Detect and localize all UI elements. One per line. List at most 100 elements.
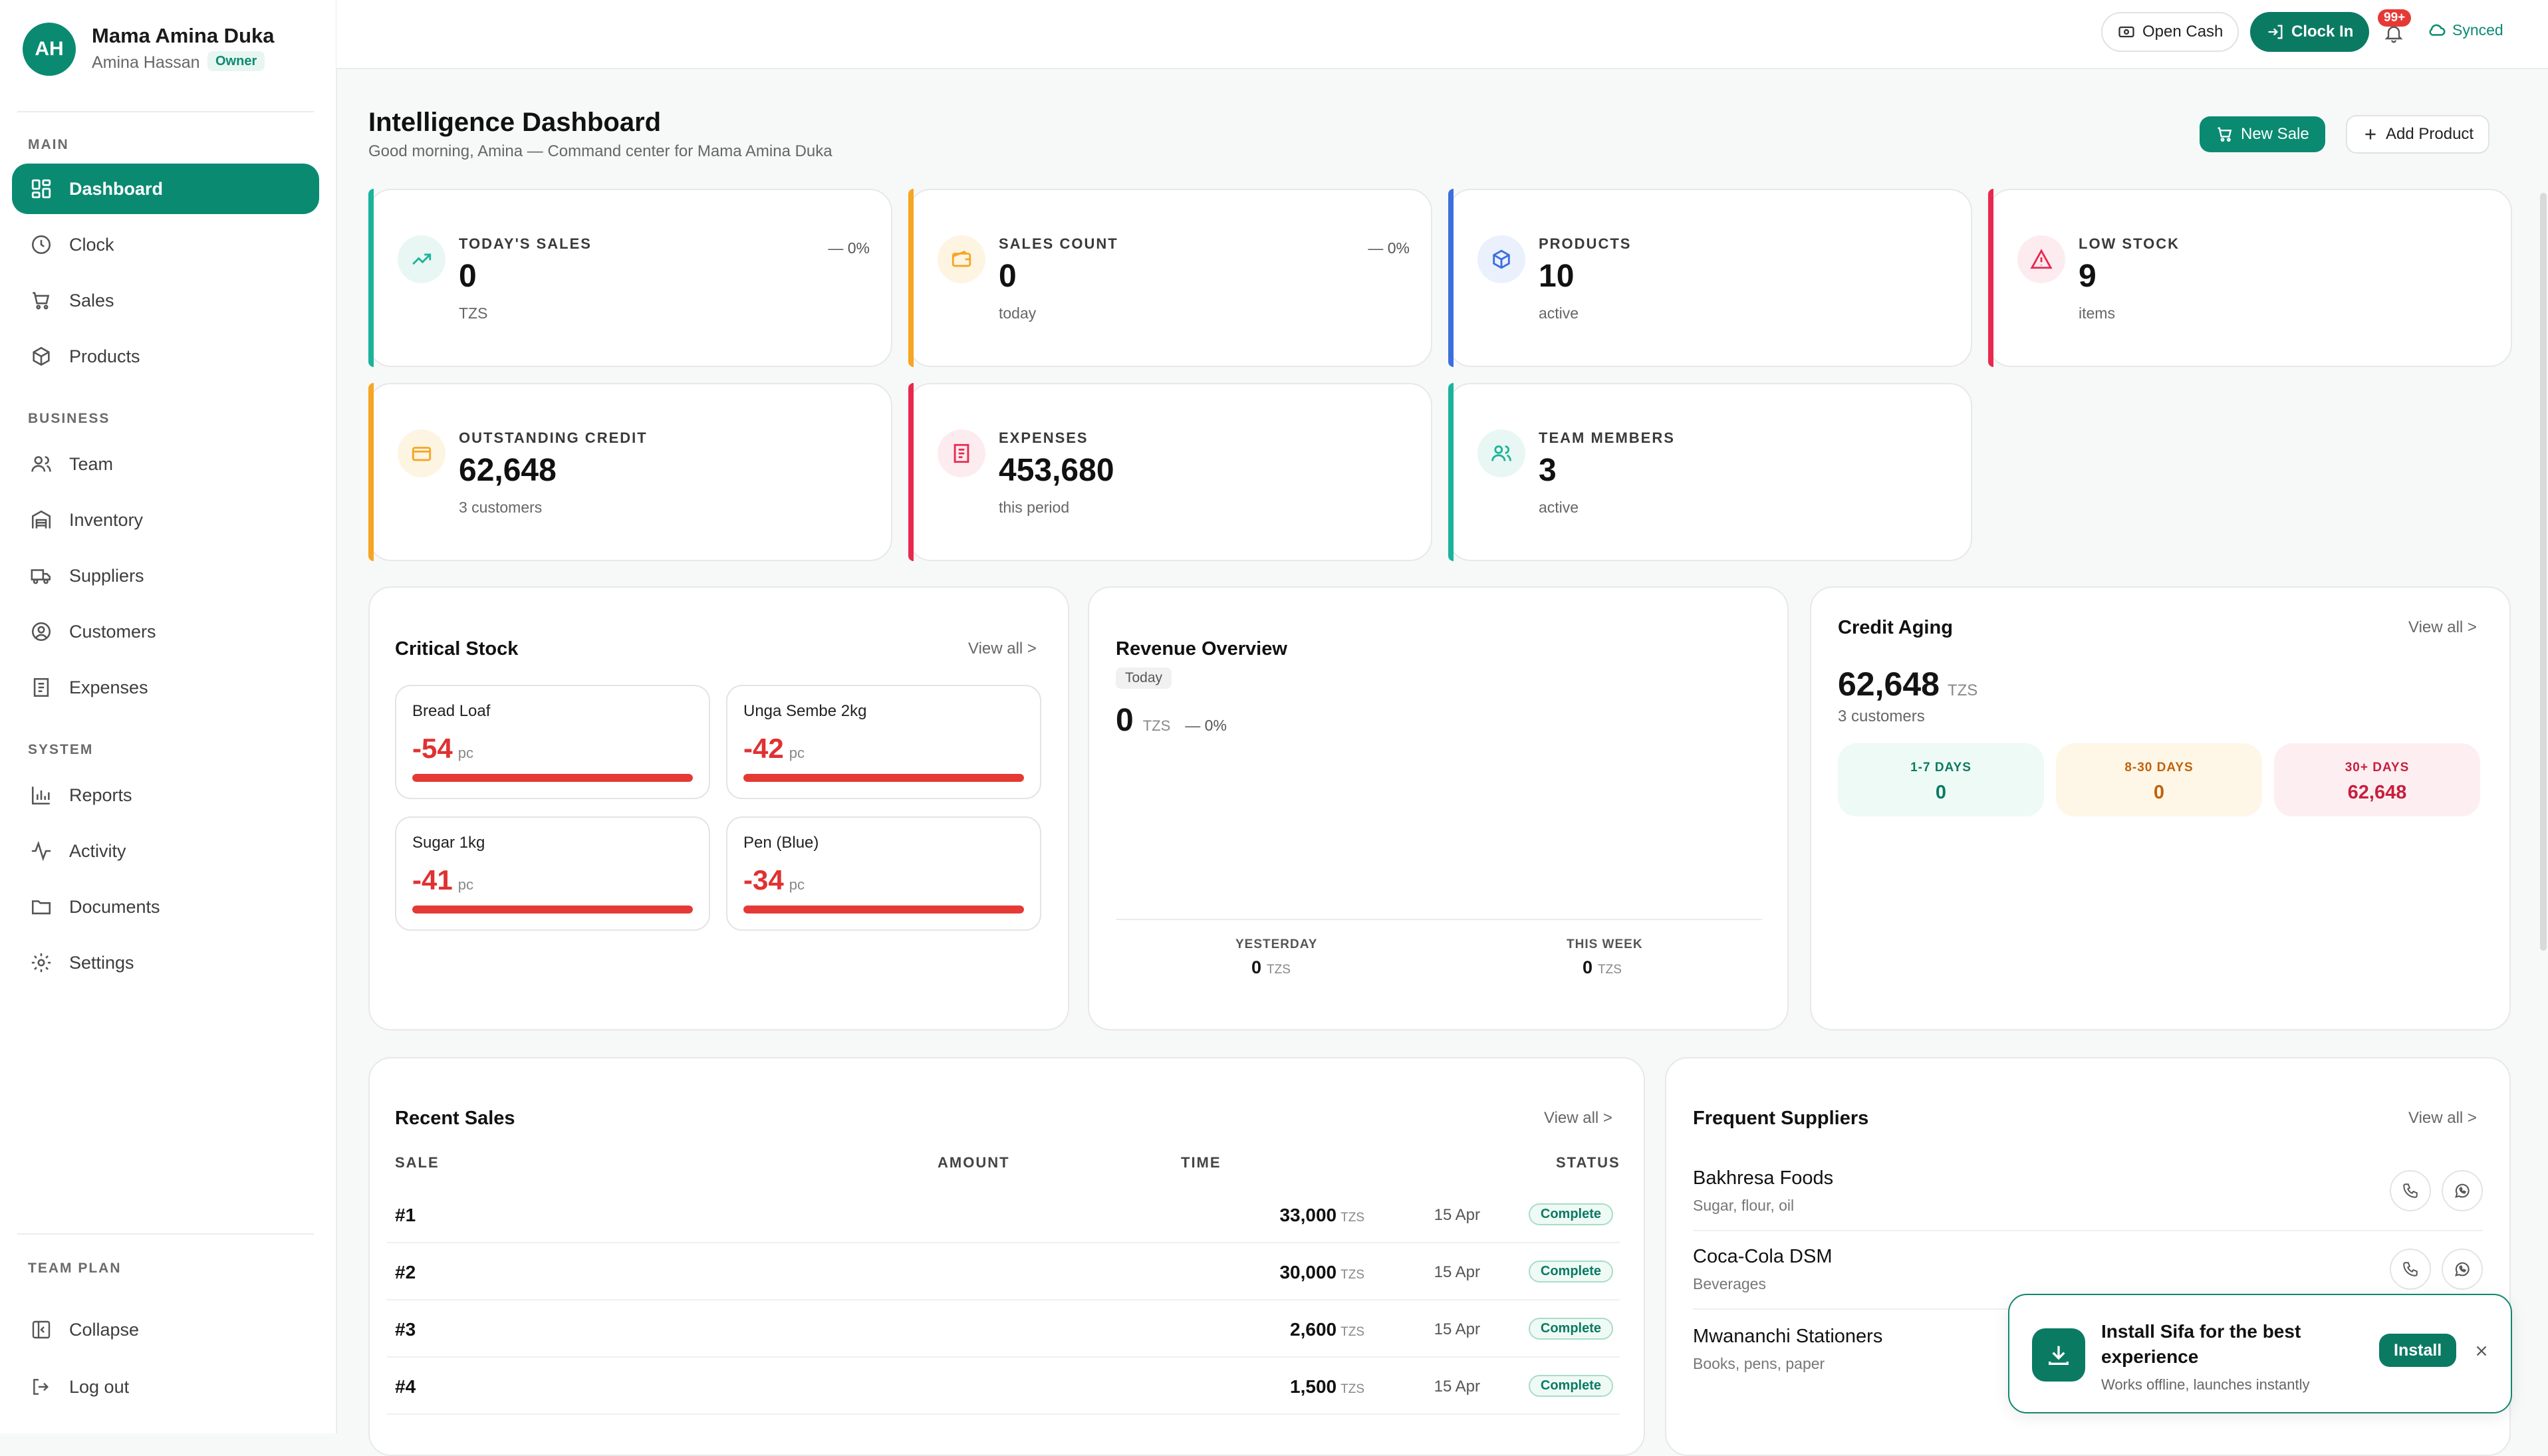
stat-card[interactable]: SALES COUNT 0 today — 0% bbox=[908, 189, 1432, 367]
add-product-label: Add Product bbox=[2386, 125, 2474, 143]
folder-icon bbox=[28, 894, 55, 920]
sync-label: Synced bbox=[2452, 21, 2503, 39]
plus-icon bbox=[2362, 126, 2379, 143]
cart-icon bbox=[28, 287, 55, 314]
sale-time: 15 Apr bbox=[1434, 1378, 1480, 1395]
trend-up-icon bbox=[398, 235, 446, 283]
new-sale-button[interactable]: New Sale bbox=[2200, 116, 2325, 152]
aging-value: 62,648 bbox=[2347, 782, 2407, 803]
stat-label: SALES COUNT bbox=[999, 235, 1118, 252]
recent-sales-title: Recent Sales bbox=[395, 1108, 515, 1129]
page-subtitle: Good morning, Amina — Command center for… bbox=[368, 142, 832, 160]
sidebar-item-customers[interactable]: Customers bbox=[12, 606, 319, 657]
sidebar-item-label: Customers bbox=[69, 621, 156, 642]
sidebar-item-label: Team bbox=[69, 453, 114, 474]
sidebar-item-sales[interactable]: Sales bbox=[12, 275, 319, 326]
aging-bucket-8-30[interactable]: 8-30 DAYS 0 bbox=[2056, 743, 2262, 816]
stat-value: 0 bbox=[459, 259, 477, 294]
this-week-currency: TZS bbox=[1598, 963, 1622, 977]
stock-item-qty: -42 pc bbox=[743, 733, 805, 765]
revenue-title: Revenue Overview bbox=[1116, 638, 1287, 660]
amount-value: 30,000 bbox=[1279, 1262, 1337, 1282]
table-row[interactable]: #4 1,500 TZS 15 Apr Complete bbox=[387, 1358, 1620, 1413]
open-cash-button[interactable]: Open Cash bbox=[2101, 12, 2239, 52]
period-chip[interactable]: Today bbox=[1116, 667, 1172, 689]
role-badge: Owner bbox=[207, 51, 265, 71]
collapse-icon bbox=[28, 1316, 55, 1343]
supplier-name[interactable]: Coca-Cola DSM bbox=[1693, 1246, 1833, 1267]
stat-card[interactable]: PRODUCTS 10 active bbox=[1448, 189, 1972, 367]
sidebar-item-dashboard[interactable]: Dashboard bbox=[12, 164, 319, 214]
card-accent bbox=[908, 383, 914, 561]
install-toast: Install Sifa for the best experience Wor… bbox=[2008, 1294, 2512, 1413]
table-row[interactable]: #1 33,000 TZS 15 Apr Complete bbox=[387, 1186, 1620, 1242]
clock-in-button[interactable]: Clock In bbox=[2250, 12, 2370, 52]
wallet-icon bbox=[938, 235, 985, 283]
credit-aging-view-all[interactable]: View all > bbox=[2408, 618, 2477, 636]
amount-value: 1,500 bbox=[1290, 1376, 1337, 1397]
dashboard-icon bbox=[28, 176, 55, 202]
supplier-desc: Sugar, flour, oil bbox=[1693, 1197, 1795, 1214]
stock-item-qty: -34 pc bbox=[743, 864, 805, 896]
aging-bucket-1-7[interactable]: 1-7 DAYS 0 bbox=[1838, 743, 2044, 816]
login-icon bbox=[2266, 23, 2285, 41]
scrollbar-thumb[interactable] bbox=[2540, 193, 2547, 951]
collapse-button[interactable]: Collapse bbox=[12, 1304, 319, 1355]
amount-currency: TZS bbox=[1340, 1211, 1364, 1225]
avatar[interactable]: AH bbox=[23, 23, 76, 76]
section-system-label: SYSTEM bbox=[28, 742, 94, 757]
install-button[interactable]: Install bbox=[2379, 1334, 2457, 1367]
supplier-name[interactable]: Mwananchi Stationers bbox=[1693, 1326, 1883, 1347]
call-button[interactable] bbox=[2390, 1249, 2431, 1290]
whatsapp-button[interactable] bbox=[2442, 1249, 2483, 1290]
sidebar-item-settings[interactable]: Settings bbox=[12, 937, 319, 988]
stock-tile[interactable]: Pen (Blue) -34 pc bbox=[726, 816, 1041, 931]
stock-tile[interactable]: Bread Loaf -54 pc bbox=[395, 685, 710, 799]
stat-card[interactable]: TEAM MEMBERS 3 active bbox=[1448, 383, 1972, 561]
this-week-value-row: 0 TZS bbox=[1583, 957, 1622, 978]
supplier-desc: Books, pens, paper bbox=[1693, 1355, 1825, 1372]
sidebar-item-expenses[interactable]: Expenses bbox=[12, 662, 319, 713]
suppliers-view-all[interactable]: View all > bbox=[2408, 1109, 2477, 1127]
sidebar-item-activity[interactable]: Activity bbox=[12, 826, 319, 876]
yesterday-value: 0 bbox=[1251, 957, 1262, 977]
add-product-button[interactable]: Add Product bbox=[2346, 115, 2490, 154]
sidebar-item-reports[interactable]: Reports bbox=[12, 770, 319, 820]
sidebar-item-label: Inventory bbox=[69, 509, 144, 530]
stock-tile[interactable]: Unga Sembe 2kg -42 pc bbox=[726, 685, 1041, 799]
stat-sub: items bbox=[2079, 304, 2115, 322]
table-row[interactable]: #3 2,600 TZS 15 Apr Complete bbox=[387, 1300, 1620, 1356]
stat-card[interactable]: LOW STOCK 9 items bbox=[1988, 189, 2512, 367]
sidebar-item-suppliers[interactable]: Suppliers bbox=[12, 550, 319, 601]
sidebar-item-clock[interactable]: Clock bbox=[12, 219, 319, 270]
logout-button[interactable]: Log out bbox=[12, 1362, 319, 1412]
notifications-button[interactable] bbox=[2383, 23, 2404, 44]
sidebar-item-products[interactable]: Products bbox=[12, 331, 319, 382]
users-icon bbox=[28, 451, 55, 477]
critical-stock-view-all[interactable]: View all > bbox=[968, 640, 1037, 658]
alert-icon bbox=[2017, 235, 2065, 283]
stat-card[interactable]: OUTSTANDING CREDIT 62,648 3 customers bbox=[368, 383, 892, 561]
stock-item-qty: -41 pc bbox=[412, 864, 473, 896]
sidebar-item-documents[interactable]: Documents bbox=[12, 882, 319, 932]
call-button[interactable] bbox=[2390, 1170, 2431, 1211]
stock-level-fill bbox=[743, 906, 1024, 913]
close-button[interactable] bbox=[2470, 1339, 2493, 1363]
sidebar-item-inventory[interactable]: Inventory bbox=[12, 495, 319, 545]
recent-sales-view-all[interactable]: View all > bbox=[1544, 1109, 1612, 1127]
whatsapp-button[interactable] bbox=[2442, 1170, 2483, 1211]
credit-card-icon bbox=[398, 429, 446, 477]
supplier-name[interactable]: Bakhresa Foods bbox=[1693, 1167, 1834, 1189]
aging-bucket-30-plus[interactable]: 30+ DAYS 62,648 bbox=[2274, 743, 2480, 816]
cloud-icon bbox=[2427, 20, 2447, 40]
sidebar-item-team[interactable]: Team bbox=[12, 439, 319, 489]
revenue-value: 0 bbox=[1116, 703, 1134, 738]
stat-card[interactable]: TODAY'S SALES 0 TZS — 0% bbox=[368, 189, 892, 367]
qty-value: -34 bbox=[743, 864, 784, 896]
table-row[interactable]: #2 30,000 TZS 15 Apr Complete bbox=[387, 1243, 1620, 1299]
stat-card[interactable]: EXPENSES 453,680 this period bbox=[908, 383, 1432, 561]
cash-icon bbox=[2117, 23, 2136, 41]
card-accent bbox=[368, 189, 374, 367]
stock-tile[interactable]: Sugar 1kg -41 pc bbox=[395, 816, 710, 931]
sync-status: Synced bbox=[2427, 20, 2503, 40]
